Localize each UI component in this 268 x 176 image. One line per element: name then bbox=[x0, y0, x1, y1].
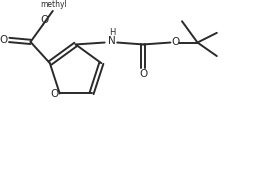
Text: methyl: methyl bbox=[40, 0, 67, 9]
Text: O: O bbox=[40, 15, 48, 25]
Text: O: O bbox=[139, 70, 147, 79]
Text: O: O bbox=[51, 89, 59, 99]
Text: O: O bbox=[0, 35, 8, 45]
Text: N: N bbox=[109, 36, 116, 46]
Text: H: H bbox=[109, 28, 116, 37]
Text: O: O bbox=[171, 37, 179, 47]
